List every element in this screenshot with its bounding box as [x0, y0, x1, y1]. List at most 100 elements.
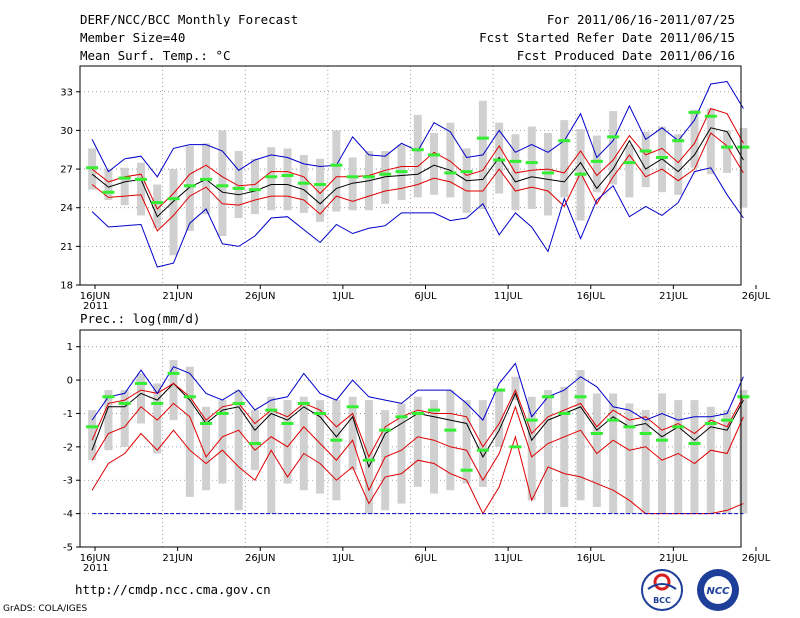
observed-marker [737, 145, 750, 149]
range-box [218, 130, 227, 237]
range-box [446, 122, 455, 198]
range-box [136, 162, 145, 216]
ncc-logo-text: NCC [706, 586, 730, 597]
observed-marker [102, 190, 115, 194]
observed-marker [395, 170, 408, 174]
observed-marker [297, 401, 310, 405]
observed-marker [330, 438, 343, 442]
x-tick-label: 26JUN [245, 291, 275, 302]
range-box [185, 145, 194, 231]
range-box [120, 390, 129, 447]
observed-marker [558, 139, 571, 143]
observed-marker [493, 158, 506, 162]
series-upper-inner [91, 382, 744, 459]
member-size: Member Size=40 [80, 30, 186, 45]
observed-marker [558, 411, 571, 415]
range-box [690, 109, 699, 168]
observed-marker [672, 139, 685, 143]
observed-marker [428, 408, 441, 412]
y-tick-label: 33 [60, 87, 73, 98]
x-tick-label: 6JUL [414, 553, 437, 564]
observed-marker [151, 401, 164, 405]
series-lower-inner [91, 402, 744, 492]
range-box [136, 373, 145, 424]
observed-marker [167, 371, 180, 375]
y-tick-label: 27 [60, 165, 73, 176]
range-box [153, 184, 162, 229]
range-box [316, 158, 325, 222]
range-box [381, 410, 390, 511]
range-box [723, 410, 732, 514]
observed-marker [183, 395, 196, 399]
observed-marker [460, 170, 473, 174]
y-tick-label: -2 [63, 442, 73, 453]
observed-marker [476, 136, 489, 140]
observed-marker [542, 395, 555, 399]
observed-marker [623, 161, 636, 165]
range-box [169, 360, 178, 421]
range-box [120, 167, 129, 206]
observed-marker [607, 418, 620, 422]
range-box [674, 400, 683, 514]
x-tick-label: 16JUN [80, 553, 110, 564]
observed-marker [590, 159, 603, 163]
observed-marker [476, 448, 489, 452]
range-box [88, 410, 97, 461]
observed-marker [411, 148, 424, 152]
observed-marker [86, 166, 99, 170]
series-upper-inner [91, 107, 744, 210]
observed-marker [607, 135, 620, 139]
range-box [169, 169, 178, 256]
range-box [250, 410, 259, 471]
range-box [609, 111, 618, 185]
observed-marker [265, 408, 278, 412]
observed-marker [281, 174, 294, 177]
x-tick-label: 11JUL [494, 553, 523, 564]
range-box [283, 400, 292, 484]
observed-marker [655, 155, 668, 159]
series-lowest [91, 429, 744, 515]
observed-marker [248, 442, 261, 446]
range-box [576, 370, 585, 501]
y-tick-label: 18 [60, 281, 73, 292]
range-box [462, 400, 471, 484]
chart-title: DERF/NCC/BCC Monthly Forecast [80, 12, 299, 27]
observed-marker [639, 149, 652, 153]
range-box [446, 390, 455, 491]
observed-marker [704, 421, 717, 425]
source-url[interactable]: http://cmdp.ncc.cma.gov.cn [75, 582, 271, 597]
x-tick-label: 6JUL [414, 291, 437, 302]
x-tick-label: 1JUL [332, 553, 355, 564]
observed-marker [444, 171, 457, 175]
x-tick-label: 1JUL [332, 291, 355, 302]
observed-marker [493, 388, 506, 392]
y-tick-label: 1 [67, 342, 73, 353]
plot-frame [79, 65, 742, 286]
range-box [511, 376, 520, 401]
range-box [560, 386, 569, 507]
observed-marker [102, 395, 115, 399]
range-box [104, 390, 113, 451]
observed-marker [688, 110, 701, 114]
range-box [641, 131, 650, 188]
observed-marker [216, 184, 229, 188]
observed-marker [525, 161, 538, 165]
observed-marker [574, 172, 587, 176]
observed-marker [314, 411, 327, 415]
observed-marker [346, 405, 359, 409]
bcc-logo-text: BCC [653, 596, 671, 605]
y-tick-label: 24 [60, 203, 73, 214]
observed-marker [248, 188, 261, 192]
range-box [413, 396, 422, 487]
observed-marker [428, 153, 441, 157]
range-box [609, 393, 618, 514]
observed-marker [639, 431, 652, 435]
observed-marker [151, 201, 164, 205]
range-box [560, 120, 569, 198]
x-tick-label: 26JUL [742, 291, 771, 302]
y-tick-label: 21 [60, 242, 73, 253]
observed-marker [167, 197, 180, 201]
observed-marker [281, 421, 294, 425]
x-tick-label: 16JUL [576, 553, 605, 564]
